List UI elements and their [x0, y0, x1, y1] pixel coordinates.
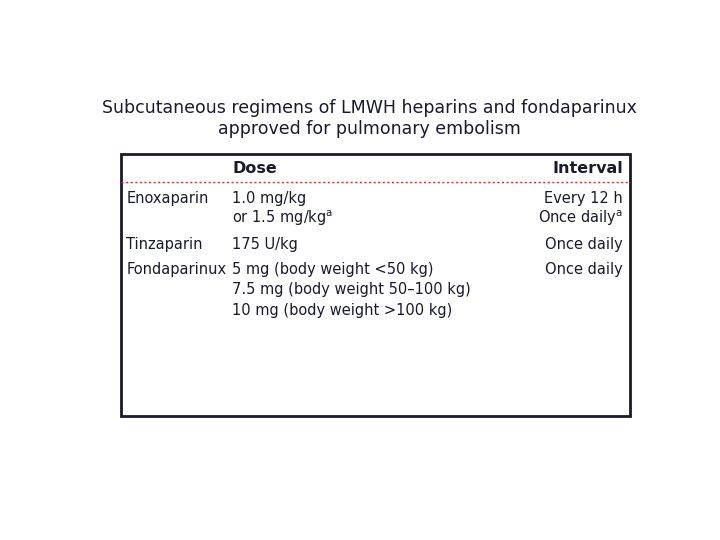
Text: Tinzaparin: Tinzaparin [126, 237, 203, 252]
Text: Enoxaparin: Enoxaparin [126, 191, 209, 206]
Text: 175 U/kg: 175 U/kg [233, 237, 298, 252]
Text: or 1.5 mg/kg$^{\mathrm{a}}$: or 1.5 mg/kg$^{\mathrm{a}}$ [233, 208, 333, 228]
Text: Every 12 h: Every 12 h [544, 191, 623, 206]
Text: approved for pulmonary embolism: approved for pulmonary embolism [217, 120, 521, 138]
Text: 10 mg (body weight >100 kg): 10 mg (body weight >100 kg) [233, 302, 453, 318]
Text: Fondaparinux: Fondaparinux [126, 262, 226, 277]
Bar [121, 154, 630, 416]
Text: 5 mg (body weight <50 kg): 5 mg (body weight <50 kg) [233, 262, 433, 277]
Text: Subcutaneous regimens of LMWH heparins and fondaparinux: Subcutaneous regimens of LMWH heparins a… [102, 99, 636, 118]
Text: Interval: Interval [552, 161, 623, 176]
Text: 1.0 mg/kg: 1.0 mg/kg [233, 191, 307, 206]
Text: Once daily: Once daily [545, 237, 623, 252]
Text: Once daily: Once daily [545, 262, 623, 277]
Text: 7.5 mg (body weight 50–100 kg): 7.5 mg (body weight 50–100 kg) [233, 282, 471, 297]
Text: Once daily$^{\mathrm{a}}$: Once daily$^{\mathrm{a}}$ [538, 208, 623, 228]
Text: Dose: Dose [233, 161, 277, 176]
